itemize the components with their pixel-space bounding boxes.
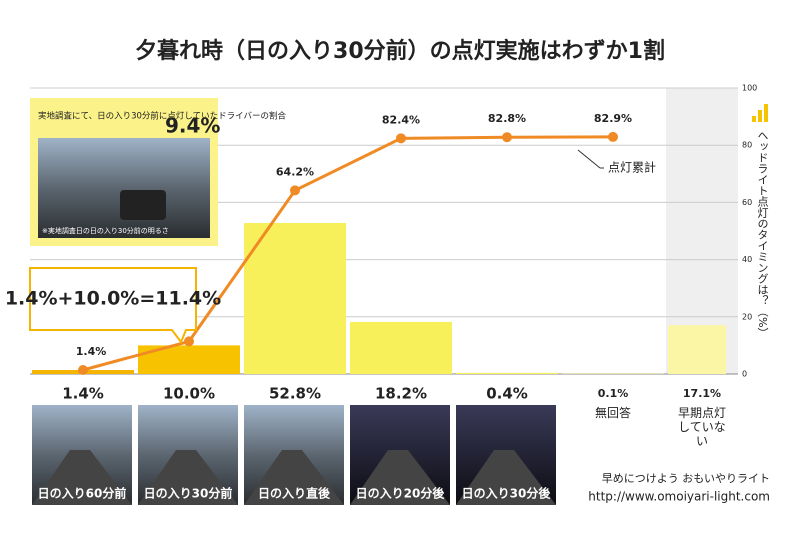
- line-point: [608, 131, 618, 142]
- bar-value-label: 0.1%: [598, 387, 629, 400]
- bar: [456, 372, 558, 374]
- line-point: [502, 132, 512, 143]
- line-value-label: 82.4%: [382, 113, 420, 126]
- bar-value-label: 52.8%: [269, 385, 321, 403]
- chart-title: 夕暮れ時（日の入り30分前）の点灯実施はわずか1割: [135, 38, 665, 64]
- road: [32, 450, 132, 505]
- category-label: 日の入り30分後: [462, 486, 552, 501]
- line-value-label: 82.9%: [594, 112, 632, 125]
- bar: [668, 325, 726, 374]
- cumulative-line: [82, 135, 614, 372]
- survey-value: 9.4%: [165, 114, 220, 138]
- y-tick-label: 60: [742, 198, 752, 207]
- y-tick-label: 0: [742, 370, 747, 379]
- annotations: 実地調査にて、日の入り30分前に点灯していたドライバーの割合 ※実地調査日の日の…: [5, 98, 656, 344]
- category-label: 日の入り20分後: [356, 486, 446, 501]
- y-tick-label: 20: [742, 312, 752, 321]
- line-value-label: 82.8%: [488, 112, 526, 125]
- category-label: 日の入り60分前: [38, 486, 127, 501]
- line-point: [184, 336, 194, 347]
- footer-url: http://www.omoiyari-light.com: [588, 490, 770, 504]
- footer-slogan: 早めにつけよう おもいやりライト: [602, 472, 770, 485]
- line-value-label: 1.4%: [76, 345, 107, 358]
- survey-photo: [38, 138, 210, 238]
- icon: [752, 104, 768, 122]
- category-label: 早期点灯していない: [677, 406, 726, 448]
- bar: [244, 222, 346, 374]
- bar: [350, 321, 452, 374]
- sum-text: 1.4%+10.0%=11.4%: [5, 288, 221, 310]
- line-point: [78, 364, 88, 375]
- category-label: 無回答: [594, 406, 631, 420]
- y-axis-title: ヘッドライト点灯のタイミングは？（%）: [756, 130, 769, 338]
- line-value-label: 64.2%: [276, 165, 314, 178]
- road: [244, 450, 344, 505]
- bar-value-label: 1.4%: [62, 385, 104, 403]
- line-point: [290, 185, 300, 196]
- sum-callout: [29, 267, 197, 344]
- road: [138, 450, 238, 505]
- road: [350, 450, 450, 505]
- car: [120, 190, 166, 220]
- survey-text: 実地調査にて、日の入り30分前に点灯していたドライバーの割合: [38, 111, 286, 122]
- y-tick-label: 40: [742, 255, 752, 264]
- bar-value-label: 0.4%: [486, 385, 528, 403]
- photo-note: ※実地調査日の日の入り30分前の明るさ: [42, 226, 169, 235]
- bar-value-label: 17.1%: [683, 387, 721, 400]
- category-label: 日の入り30分前: [144, 486, 233, 501]
- category-label: 日の入り直後: [258, 486, 331, 501]
- bar-value-label: 18.2%: [375, 385, 427, 403]
- y-tick-label: 100: [742, 84, 757, 93]
- line-point: [396, 133, 406, 144]
- road: [456, 450, 556, 505]
- legend-label: 点灯累計: [608, 160, 656, 175]
- bar-value-label: 10.0%: [163, 385, 215, 403]
- y-tick-label: 80: [742, 141, 752, 150]
